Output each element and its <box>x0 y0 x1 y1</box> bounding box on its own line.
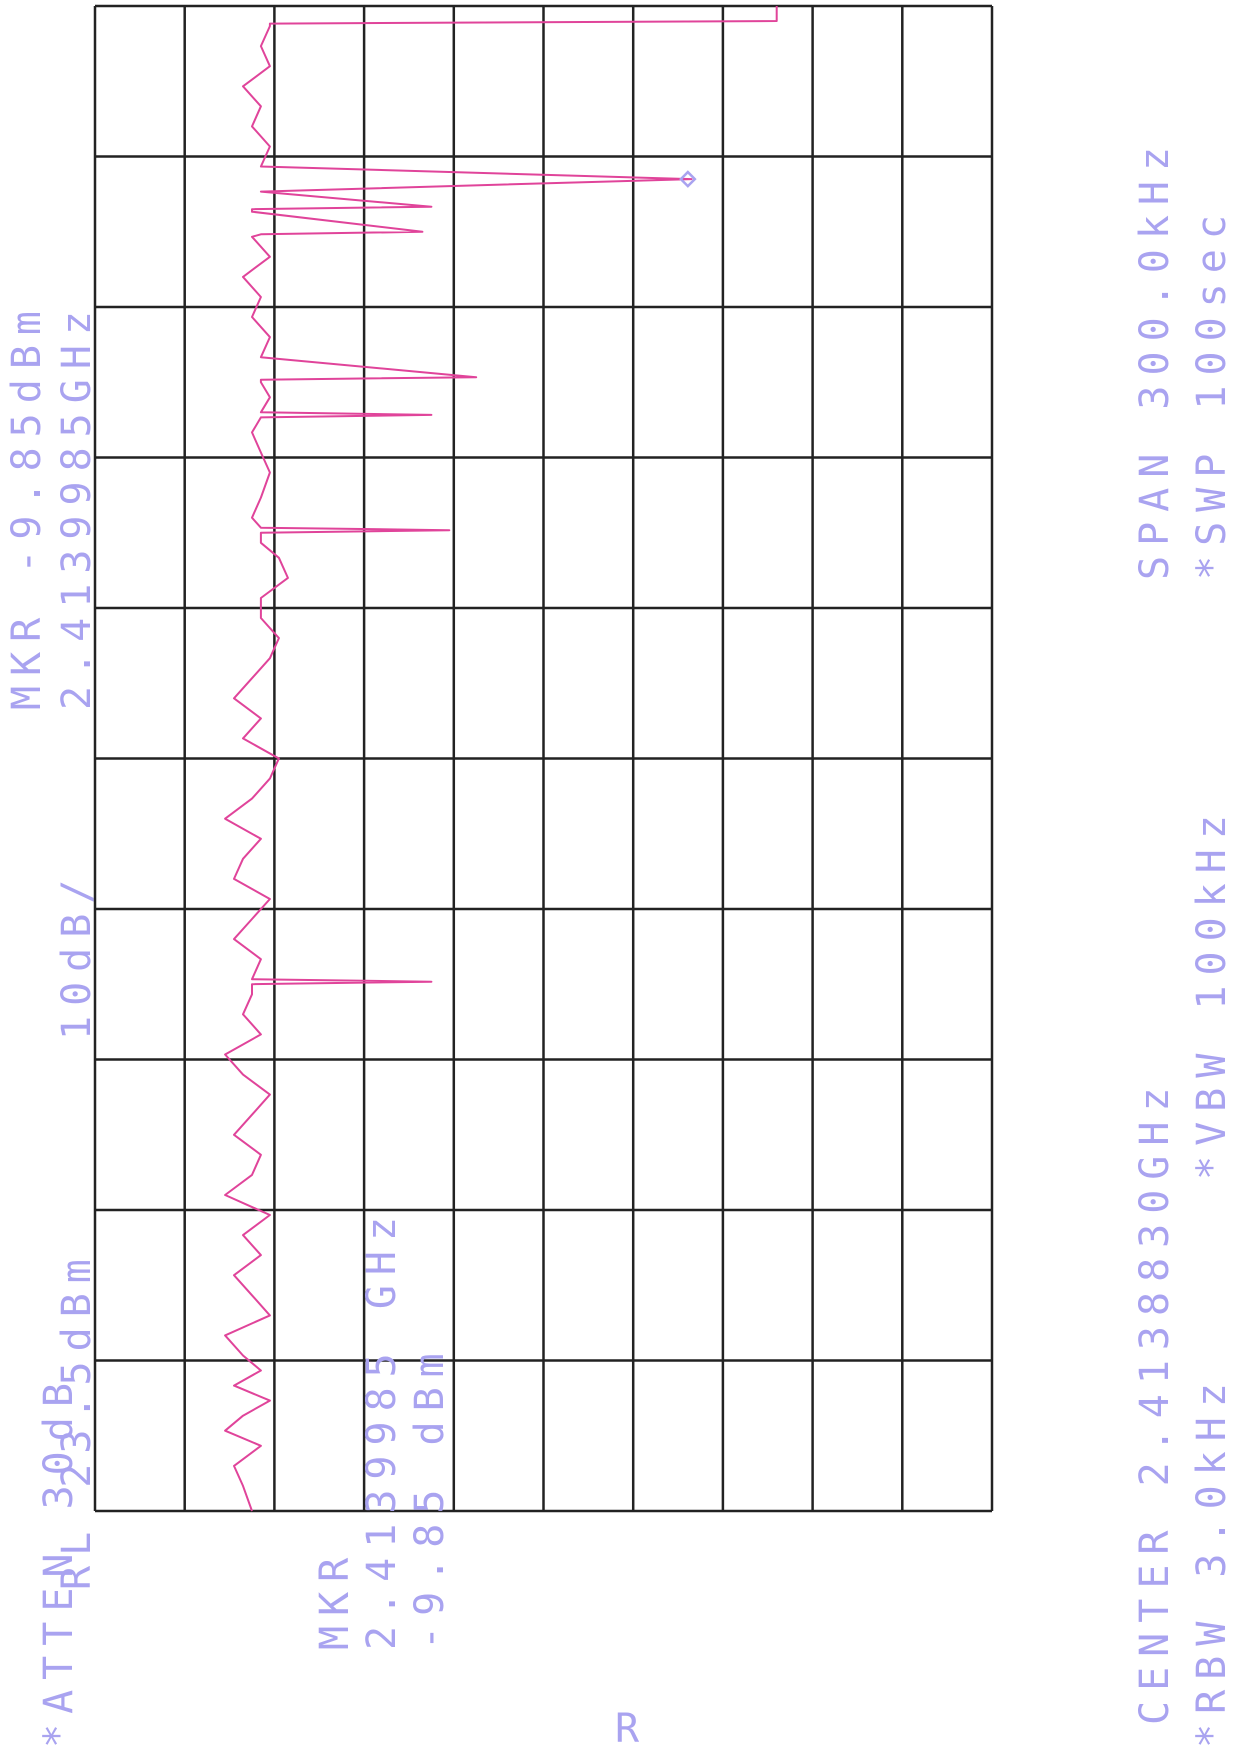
rbw-label: *RBW 3.0kHz <box>1189 1373 1235 1748</box>
vbw-label: *VBW 100kHz <box>1189 805 1235 1180</box>
marker-readout-frequency: 2.4139985 GHz <box>359 1207 405 1650</box>
marker-amplitude-label: MKR -9.85dBm <box>4 301 50 710</box>
marker-readout-amplitude: -9.85 dBm <box>407 1343 453 1650</box>
span-label: SPAN 300.0kHz <box>1132 137 1178 580</box>
plot-grid <box>93 4 994 1513</box>
spectrum-trace <box>224 6 778 1512</box>
trace-r-label: R <box>615 1706 649 1751</box>
sweep-time-label: *SWP 100sec <box>1189 205 1235 580</box>
marker-readout-title: MKR <box>312 1548 358 1650</box>
marker-frequency-label: 2.4139985GHz <box>54 301 100 710</box>
atten-label: *ATTEN 30dB <box>36 1373 82 1748</box>
marker-diamond-icon <box>679 170 697 188</box>
center-frequency-label: CENTER 2.4138830GHz <box>1132 1077 1178 1725</box>
ref-level-label: RL 23.5dBm <box>54 1249 100 1590</box>
scale-label: 10dB/ <box>54 870 100 1040</box>
